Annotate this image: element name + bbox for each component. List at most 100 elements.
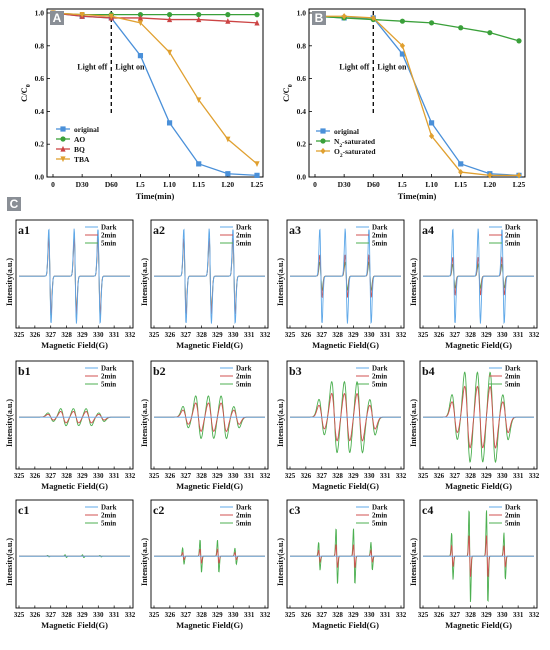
esr-x-tick-label: 329 [348, 331, 359, 339]
esr-x-tick-label: 331 [380, 611, 391, 619]
esr-x-tick-label: 326 [434, 472, 445, 480]
data-point [487, 30, 493, 36]
esr-x-tick-label: 332 [529, 331, 540, 339]
esr-panel-label: c3 [289, 503, 300, 517]
esr-x-axis-label: Magnetic Field(G) [41, 481, 108, 491]
esr-x-tick-label: 331 [244, 611, 255, 619]
data-point [428, 120, 435, 126]
esr-legend-label: 2min [236, 512, 251, 520]
esr-panel-label: c4 [422, 503, 433, 517]
esr-panel-b4: b4 325 326 327 328 329 330 331 332 Magnetic Field… [409, 360, 540, 491]
x-tick-label: L25 [251, 180, 264, 189]
light-off-label: Light off [77, 62, 107, 71]
esr-panel-label: b3 [289, 364, 302, 378]
esr-y-axis-label: Intensity(a.u.) [409, 538, 418, 586]
esr-panel-c1: c1 325 326 327 328 329 330 331 332 Magnetic Field… [5, 499, 136, 630]
x-tick-label: L25 [513, 180, 526, 189]
esr-x-tick-label: 327 [449, 331, 460, 339]
esr-panel-label: a1 [18, 223, 30, 237]
x-tick-label: 0 [313, 180, 317, 189]
esr-x-tick-label: 332 [529, 611, 540, 619]
esr-legend-label: 5min [101, 381, 116, 389]
esr-x-tick-label: 330 [93, 472, 104, 480]
esr-x-tick-label: 326 [301, 472, 312, 480]
data-point [196, 97, 202, 104]
esr-panel-a2: a2 325 326 327 328 329 330 331 332 Magnetic Field… [140, 219, 271, 350]
esr-x-axis-label: Magnetic Field(G) [312, 620, 379, 630]
esr-x-tick-label: 328 [196, 331, 207, 339]
esr-y-axis-label: Intensity(a.u.) [276, 538, 285, 586]
data-point [399, 51, 406, 57]
esr-legend-label: Dark [505, 365, 521, 373]
esr-legend-label: 5min [236, 381, 251, 389]
esr-legend-label: 5min [236, 240, 251, 248]
esr-legend-label: 5min [372, 381, 387, 389]
esr-legend-label: 2min [505, 232, 520, 240]
data-point [254, 12, 260, 18]
esr-legend-label: 2min [101, 512, 116, 520]
esr-legend-label: 2min [372, 232, 387, 240]
legend-label: BQ [74, 145, 85, 154]
data-point [254, 172, 260, 178]
esr-x-axis-label: Magnetic Field(G) [312, 481, 379, 491]
esr-x-tick-label: 326 [434, 331, 445, 339]
esr-x-tick-label: 328 [61, 331, 72, 339]
esr-x-tick-label: 325 [149, 611, 160, 619]
y-tick-label: 0.2 [35, 140, 45, 149]
esr-x-tick-label: 331 [513, 472, 524, 480]
esr-x-tick-label: 331 [513, 611, 524, 619]
esr-y-axis-label: Intensity(a.u.) [409, 258, 418, 306]
esr-x-tick-label: 330 [364, 331, 375, 339]
esr-legend-label: 2min [101, 232, 116, 240]
esr-x-tick-label: 327 [316, 331, 327, 339]
esr-legend-label: Dark [372, 365, 388, 373]
esr-x-tick-label: 332 [396, 331, 407, 339]
esr-x-tick-label: 332 [125, 331, 136, 339]
esr-x-tick-label: 325 [14, 331, 25, 339]
x-tick-label: L10 [425, 180, 438, 189]
panel-b-badge: B [315, 11, 324, 25]
esr-frame [419, 360, 538, 470]
panel-a-badge: A [53, 11, 62, 25]
legend-label: AO [74, 135, 85, 144]
esr-panel-b1: b1 325 326 327 328 329 330 331 332 Magnetic Field… [5, 360, 136, 491]
esr-y-axis-label: Intensity(a.u.) [140, 399, 149, 447]
esr-x-tick-label: 326 [30, 472, 41, 480]
esr-x-tick-label: 327 [45, 472, 56, 480]
esr-x-axis-label: Magnetic Field(G) [41, 620, 108, 630]
esr-y-axis-label: Intensity(a.u.) [140, 538, 149, 586]
esr-x-tick-label: 325 [149, 472, 160, 480]
light-on-label: Light on [115, 62, 145, 71]
esr-x-tick-label: 330 [93, 611, 104, 619]
esr-legend-label: 5min [101, 240, 116, 248]
esr-x-tick-label: 329 [481, 331, 492, 339]
y-axis-label-sub: 0 [288, 84, 294, 87]
esr-x-tick-label: 326 [165, 472, 176, 480]
esr-x-tick-label: 331 [109, 331, 120, 339]
esr-legend-label: 5min [505, 240, 520, 248]
esr-legend-label: Dark [101, 365, 117, 373]
esr-x-tick-label: 326 [301, 331, 312, 339]
plot-frame [308, 8, 526, 178]
y-tick-label: 1.0 [297, 9, 307, 18]
esr-x-tick-label: 330 [228, 472, 239, 480]
esr-panel-label: c2 [153, 503, 164, 517]
esr-x-tick-label: 330 [497, 331, 508, 339]
esr-x-tick-label: 332 [396, 472, 407, 480]
esr-x-tick-label: 332 [529, 472, 540, 480]
esr-x-tick-label: 326 [30, 331, 41, 339]
y-axis-label-sub: 0 [26, 84, 32, 87]
series-line-3 [52, 12, 258, 165]
series-line-1 [314, 15, 520, 42]
esr-x-axis-label: Magnetic Field(G) [312, 340, 379, 350]
esr-legend-label: Dark [236, 224, 252, 232]
esr-legend-label: 5min [236, 520, 251, 528]
esr-panel-label: c1 [18, 503, 29, 517]
esr-x-tick-label: 327 [180, 611, 191, 619]
data-point [399, 18, 406, 24]
esr-legend-label: Dark [101, 504, 117, 512]
esr-x-tick-label: 325 [14, 472, 25, 480]
legend-rest: -saturated [343, 147, 377, 156]
esr-x-tick-label: 329 [481, 611, 492, 619]
data-point [196, 161, 202, 167]
